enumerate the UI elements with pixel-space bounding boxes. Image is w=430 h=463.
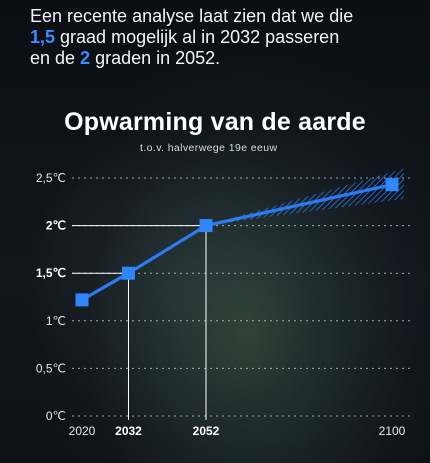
intro-line-1: Een recente analyse laat zien dat we die xyxy=(30,6,354,26)
y-tick-label: 1,5℃ xyxy=(36,266,66,280)
y-tick-label: 1℃ xyxy=(46,314,66,328)
x-tick-label: 2052 xyxy=(193,424,220,438)
data-point-marker xyxy=(75,293,89,307)
data-point-marker xyxy=(199,219,213,233)
intro-line-3-rest: graden in 2052. xyxy=(90,48,221,68)
highlight-1-5: 1,5 xyxy=(30,27,56,47)
intro-line-2-rest: graad mogelijk al in 2032 passeren xyxy=(55,27,340,47)
intro-line-3-start: en de xyxy=(30,48,81,68)
x-tick-label: 2100 xyxy=(379,424,406,438)
x-tick-label: 2032 xyxy=(115,424,142,438)
y-tick-label: 0℃ xyxy=(46,409,66,423)
data-point-marker xyxy=(122,266,135,280)
y-tick-label: 2℃ xyxy=(46,219,66,233)
y-tick-label: 0,5℃ xyxy=(36,361,66,375)
intro-line-3: en de 2 graden in 2052. xyxy=(30,48,420,69)
y-tick-label: 2,5℃ xyxy=(36,171,66,185)
x-tick-label: 2020 xyxy=(69,424,96,438)
intro-line-2: 1,5 graad mogelijk al in 2032 passeren xyxy=(30,27,420,48)
chart-title: Opwarming van de aarde xyxy=(64,108,366,136)
chart-subtitle: t.o.v. halverwege 19e eeuw xyxy=(140,142,278,154)
uncertainty-band xyxy=(206,168,404,226)
intro-text: Een recente analyse laat zien dat we die… xyxy=(30,6,420,69)
highlight-2: 2 xyxy=(80,48,91,68)
data-point-marker xyxy=(385,178,399,192)
series-line xyxy=(81,183,393,302)
